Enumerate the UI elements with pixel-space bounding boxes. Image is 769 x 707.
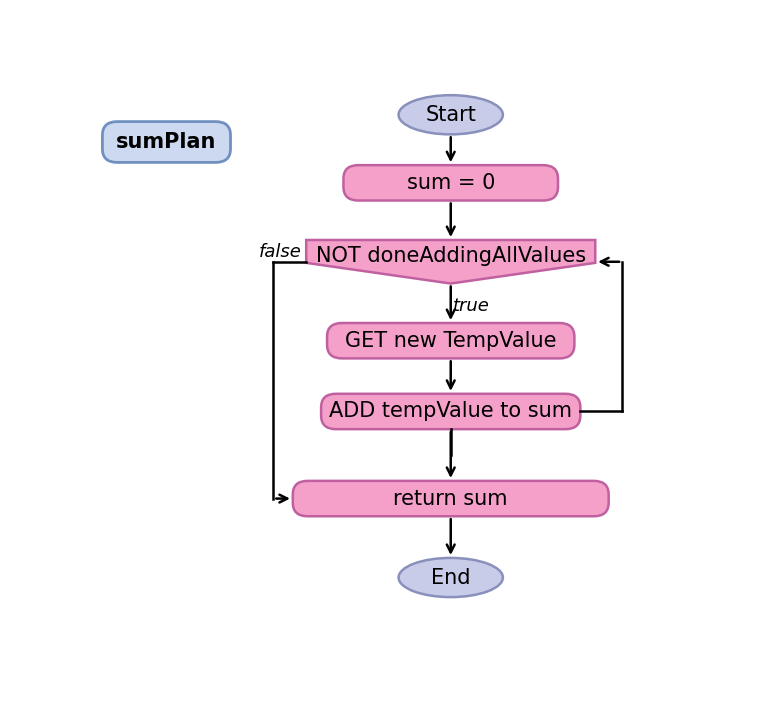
FancyBboxPatch shape bbox=[102, 122, 231, 163]
FancyBboxPatch shape bbox=[344, 165, 558, 201]
Text: sum = 0: sum = 0 bbox=[407, 173, 495, 193]
FancyBboxPatch shape bbox=[293, 481, 609, 516]
FancyBboxPatch shape bbox=[321, 394, 581, 429]
Text: true: true bbox=[453, 297, 490, 315]
Text: End: End bbox=[431, 568, 471, 588]
Text: GET new TempValue: GET new TempValue bbox=[345, 331, 557, 351]
Text: return sum: return sum bbox=[394, 489, 508, 508]
FancyBboxPatch shape bbox=[327, 323, 574, 358]
Polygon shape bbox=[306, 240, 595, 284]
Text: sumPlan: sumPlan bbox=[116, 132, 217, 152]
Ellipse shape bbox=[398, 95, 503, 134]
Text: false: false bbox=[259, 243, 301, 261]
Text: Start: Start bbox=[425, 105, 476, 124]
Text: ADD tempValue to sum: ADD tempValue to sum bbox=[329, 402, 572, 421]
Text: NOT doneAddingAllValues: NOT doneAddingAllValues bbox=[315, 245, 586, 266]
Ellipse shape bbox=[398, 558, 503, 597]
